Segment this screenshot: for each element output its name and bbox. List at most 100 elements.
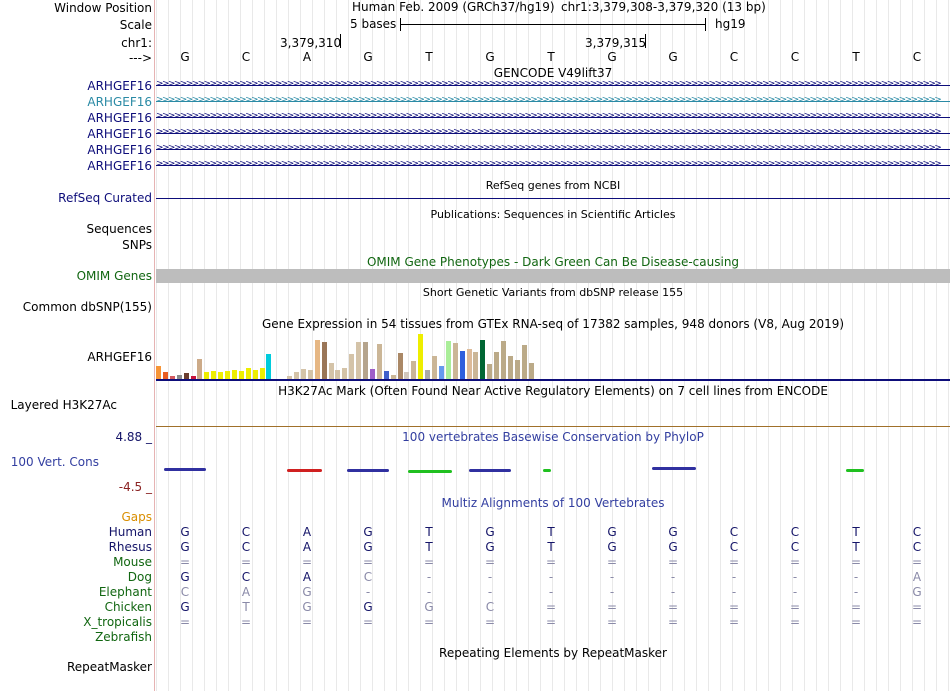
gtex-bar[interactable] bbox=[425, 370, 431, 379]
gtex-bar[interactable] bbox=[363, 342, 368, 379]
repeatmasker-label[interactable]: RepeatMasker bbox=[66, 660, 152, 674]
species-label[interactable]: Human bbox=[108, 525, 152, 539]
gtex-bar[interactable] bbox=[266, 354, 272, 379]
gencode-transcript[interactable]: >>>>>>>>>>>>>>>>>>>>>>>>>>>>>>>>>>>>>>>>… bbox=[156, 80, 950, 92]
publications-title[interactable]: Publications: Sequences in Scientific Ar… bbox=[430, 208, 676, 221]
refseq-label[interactable]: RefSeq Curated bbox=[58, 191, 152, 205]
snps-label[interactable]: SNPs bbox=[122, 238, 152, 252]
h3k27ac-title[interactable]: H3K27Ac Mark (Often Found Near Active Re… bbox=[278, 384, 828, 398]
gtex-bar[interactable] bbox=[432, 356, 437, 379]
dbsnp-label[interactable]: Common dbSNP(155) bbox=[22, 300, 152, 314]
gtex-bar[interactable] bbox=[252, 370, 258, 379]
refseq-line[interactable] bbox=[156, 198, 950, 199]
gtex-bar[interactable] bbox=[245, 368, 251, 379]
gencode-gene-label[interactable]: ARHGEF16 bbox=[87, 127, 152, 141]
species-label[interactable]: Mouse bbox=[113, 555, 152, 569]
gtex-bar[interactable] bbox=[156, 366, 161, 379]
gtex-bar[interactable] bbox=[383, 371, 389, 379]
gtex-bar[interactable] bbox=[445, 341, 451, 379]
omim-bar[interactable] bbox=[156, 269, 950, 283]
gtex-bar[interactable] bbox=[473, 352, 479, 379]
gtex-bar[interactable] bbox=[231, 370, 237, 379]
gtex-bar[interactable] bbox=[321, 342, 327, 379]
gtex-title[interactable]: Gene Expression in 54 tissues from GTEx … bbox=[261, 317, 845, 331]
gtex-bar[interactable] bbox=[307, 370, 313, 379]
gencode-transcript[interactable]: >>>>>>>>>>>>>>>>>>>>>>>>>>>>>>>>>>>>>>>>… bbox=[156, 160, 950, 172]
alignment-base: C bbox=[912, 540, 922, 554]
gtex-bar[interactable] bbox=[404, 372, 410, 379]
alignment-base: - bbox=[426, 570, 432, 584]
gtex-bar[interactable] bbox=[294, 372, 299, 379]
gtex-bar[interactable] bbox=[487, 364, 493, 379]
gencode-gene-label[interactable]: ARHGEF16 bbox=[87, 95, 152, 109]
gencode-gene-label[interactable]: ARHGEF16 bbox=[87, 111, 152, 125]
gtex-bar[interactable] bbox=[300, 369, 306, 379]
gtex-bar[interactable] bbox=[211, 371, 217, 379]
species-label[interactable]: Dog bbox=[127, 570, 152, 584]
gtex-bar[interactable] bbox=[418, 334, 424, 379]
gtex-label[interactable]: ARHGEF16 bbox=[87, 350, 152, 364]
gaps-label[interactable]: Gaps bbox=[121, 510, 152, 524]
multiz-title[interactable]: Multiz Alignments of 100 Vertebrates bbox=[441, 496, 665, 510]
gtex-bar[interactable] bbox=[390, 375, 396, 379]
gtex-bar[interactable] bbox=[501, 341, 506, 379]
gencode-gene-label[interactable]: ARHGEF16 bbox=[87, 159, 152, 173]
gtex-bar[interactable] bbox=[528, 363, 534, 379]
gtex-bar[interactable] bbox=[369, 369, 375, 379]
gtex-bar[interactable] bbox=[314, 340, 320, 379]
gtex-bar[interactable] bbox=[507, 356, 513, 379]
gtex-bar[interactable] bbox=[183, 373, 189, 379]
omim-title[interactable]: OMIM Gene Phenotypes - Dark Green Can Be… bbox=[366, 255, 740, 269]
gtex-bar[interactable] bbox=[218, 372, 224, 379]
gtex-bar[interactable] bbox=[225, 371, 230, 379]
gtex-bar[interactable] bbox=[411, 361, 417, 379]
gtex-bar[interactable] bbox=[328, 363, 334, 379]
gtex-bar[interactable] bbox=[162, 372, 168, 379]
gencode-gene-label[interactable]: ARHGEF16 bbox=[87, 79, 152, 93]
gencode-transcript[interactable]: >>>>>>>>>>>>>>>>>>>>>>>>>>>>>>>>>>>>>>>>… bbox=[156, 128, 950, 140]
gencode-transcript[interactable]: >>>>>>>>>>>>>>>>>>>>>>>>>>>>>>>>>>>>>>>>… bbox=[156, 96, 950, 108]
gtex-bar[interactable] bbox=[494, 352, 500, 379]
gtex-bar[interactable] bbox=[259, 368, 265, 379]
gtex-bar[interactable] bbox=[349, 354, 355, 379]
gtex-bar[interactable] bbox=[521, 345, 527, 379]
gtex-bar[interactable] bbox=[514, 360, 520, 379]
track-image[interactable]: Human Feb. 2009 (GRCh37/hg19) chr1:3,379… bbox=[156, 0, 950, 691]
gtex-bar[interactable] bbox=[459, 351, 465, 379]
gtex-bar[interactable] bbox=[169, 376, 175, 379]
gtex-bar[interactable] bbox=[397, 353, 403, 379]
gencode-transcript[interactable]: >>>>>>>>>>>>>>>>>>>>>>>>>>>>>>>>>>>>>>>>… bbox=[156, 112, 950, 124]
alignment-base: = bbox=[301, 555, 313, 569]
cons-title[interactable]: 100 vertebrates Basewise Conservation by… bbox=[402, 430, 704, 444]
gtex-bar[interactable] bbox=[335, 370, 341, 379]
gencode-gene-label[interactable]: ARHGEF16 bbox=[87, 143, 152, 157]
gtex-bar[interactable] bbox=[287, 376, 293, 379]
gtex-bar[interactable] bbox=[480, 340, 486, 379]
gtex-bar[interactable] bbox=[356, 342, 362, 379]
gtex-bar[interactable] bbox=[452, 343, 458, 379]
cons-label[interactable]: 100 Vert. Cons bbox=[10, 455, 99, 469]
sequences-label[interactable]: Sequences bbox=[86, 222, 152, 236]
species-label[interactable]: Chicken bbox=[104, 600, 152, 614]
gencode-transcript[interactable]: >>>>>>>>>>>>>>>>>>>>>>>>>>>>>>>>>>>>>>>>… bbox=[156, 144, 950, 156]
gtex-bar[interactable] bbox=[197, 359, 203, 379]
h3k27ac-label[interactable]: Layered H3K27Ac bbox=[10, 398, 117, 412]
gtex-bar[interactable] bbox=[190, 376, 196, 379]
species-label[interactable]: Rhesus bbox=[108, 540, 152, 554]
gencode-title[interactable]: GENCODE V49lift37 bbox=[493, 66, 613, 80]
gtex-bar[interactable] bbox=[238, 371, 244, 379]
gtex-bar[interactable] bbox=[376, 344, 382, 379]
gtex-bar[interactable] bbox=[438, 366, 444, 379]
species-label[interactable]: Zebrafish bbox=[95, 630, 152, 644]
gtex-bar[interactable] bbox=[176, 375, 182, 379]
gtex-bar[interactable] bbox=[204, 372, 210, 379]
species-label[interactable]: X_tropicalis bbox=[83, 615, 152, 629]
repeatmasker-title[interactable]: Repeating Elements by RepeatMasker bbox=[439, 646, 667, 660]
gtex-bar[interactable] bbox=[342, 368, 348, 379]
refseq-title[interactable]: RefSeq genes from NCBI bbox=[485, 179, 621, 192]
gtex-bar-chart[interactable] bbox=[156, 332, 536, 379]
species-label[interactable]: Elephant bbox=[98, 585, 152, 599]
gtex-bar[interactable] bbox=[466, 349, 472, 379]
omim-label[interactable]: OMIM Genes bbox=[76, 269, 152, 283]
dbsnp-title[interactable]: Short Genetic Variants from dbSNP releas… bbox=[422, 286, 684, 299]
